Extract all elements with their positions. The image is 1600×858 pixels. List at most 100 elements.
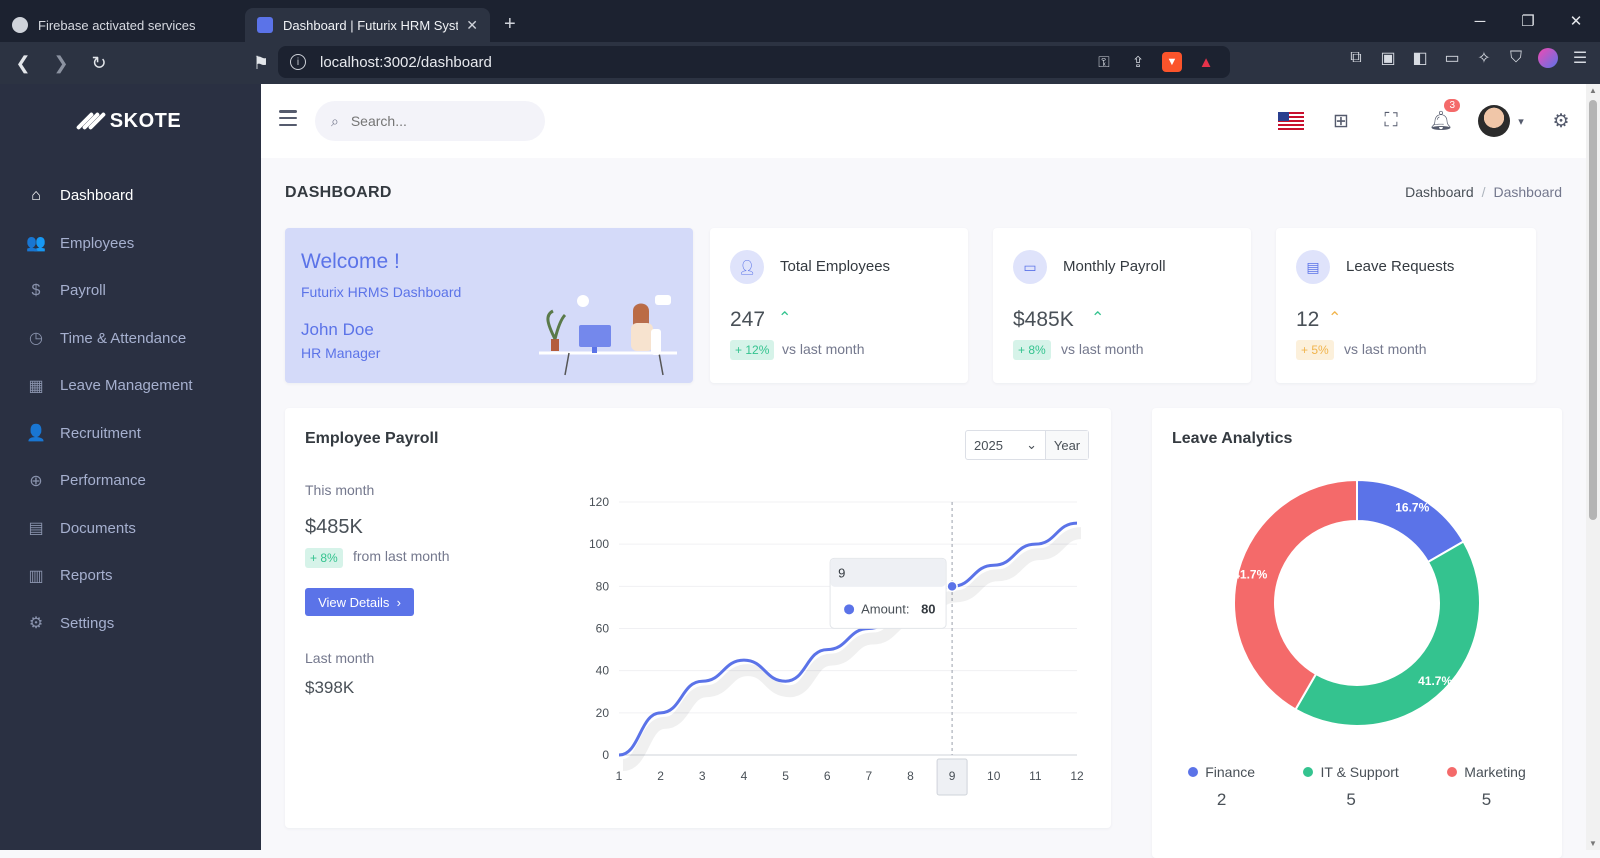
stat-card-payroll: ▭ Monthly Payroll $485K ⌃ + 8% vs last m… [993,228,1251,383]
sidebar-toggle-icon[interactable]: ◧ [1412,50,1428,67]
menu-icon[interactable]: ☰ [1572,50,1588,67]
year-button[interactable]: Year [1046,431,1088,459]
apps-grid-icon[interactable]: ⊞ [1333,110,1349,132]
search-input[interactable] [350,113,521,129]
fullscreen-icon[interactable]: ⛶ [1384,110,1398,131]
leo-icon[interactable] [1538,48,1558,68]
brave-shield-icon[interactable]: ▼ [1162,52,1182,72]
notification-bell-icon[interactable]: 🔔︎ 3 [1416,99,1466,133]
donut-slice[interactable] [1233,478,1358,711]
y-tick-label: 20 [596,706,610,720]
sidebar-item-reports[interactable]: ▥ Reports [0,552,261,600]
welcome-subtitle: Futurix HRMS Dashboard [301,284,462,300]
hamburger-menu-icon[interactable] [279,110,297,126]
avatar [1478,105,1511,137]
share-icon[interactable]: ⇪ [1131,54,1145,71]
document-icon: ▤ [1296,250,1330,284]
reload-icon[interactable]: ↻ [91,52,107,73]
vpn-icon[interactable]: ⛉ [1509,49,1522,66]
sidebar-item-dashboard[interactable]: ⌂ Dashboard [0,172,261,220]
user-icon: 👤︎ [730,250,764,284]
new-tab-icon[interactable]: + [504,12,516,35]
url-text: localhost:3002/dashboard [320,53,492,71]
browser-tab-dashboard[interactable]: Dashboard | Futurix HRM System ✕ [245,8,490,42]
last-month-value: $398K [305,678,355,697]
page-scrollbar[interactable]: ▲ ▼ [1586,84,1600,850]
data-point-highlight [946,580,958,593]
search-box: ⌕ [315,101,545,141]
welcome-heading: Welcome ! [301,250,400,273]
view-details-button[interactable]: View Details › [305,588,414,616]
restore-icon[interactable]: ❐ [1521,13,1535,30]
wallet-icon[interactable]: ▭ [1444,50,1460,67]
scrollbar-thumb[interactable] [1589,100,1597,520]
minimize-icon[interactable]: ─ [1474,12,1486,30]
x-tick-label: 10 [987,769,1001,783]
x-tick-label: 3 [699,769,706,783]
x-tick-label: 1 [616,769,623,783]
y-tick-label: 40 [596,664,610,678]
sidebar-item-leave-management[interactable]: ▦ Leave Management [0,362,261,410]
home-icon: ⌂ [31,186,41,204]
language-flag-icon[interactable] [1266,112,1316,130]
users-icon: 👥 [26,235,46,253]
arrow-up-icon: ⌃ [1091,310,1105,327]
sidebar-menu: ⌂ Dashboard 👥 Employees $ Payroll ◷ Time & Atte… [0,172,261,647]
close-tab-icon[interactable]: ✕ [466,16,478,33]
back-icon[interactable]: ❮ [15,52,31,73]
breadcrumb-item[interactable]: Dashboard [1405,184,1474,200]
user-menu[interactable]: ▾ [1466,105,1536,137]
sidebar-item-employees[interactable]: 👥 Employees [0,220,261,268]
forward-icon[interactable]: ❯ [53,52,69,73]
stat-note: vs last month [1344,341,1427,357]
search-icon: ⌕ [331,112,339,129]
tab-title: Dashboard | Futurix HRM System [283,17,459,33]
browser-tab-firebase[interactable]: Firebase activated services [0,8,245,42]
legend-item[interactable]: Finance 2 [1188,764,1255,810]
sidebar-item-performance[interactable]: ⊕ Performance [0,457,261,505]
sidebar-item-payroll[interactable]: $ Payroll [0,267,261,315]
stat-title: Total Employees [780,258,891,275]
donut-slice[interactable] [1294,540,1481,727]
scroll-down-icon[interactable]: ▼ [1589,839,1597,848]
tooltip-label: Amount: [861,601,909,616]
reader-icon[interactable]: ▣ [1380,50,1396,67]
close-window-icon[interactable]: ✕ [1569,13,1583,30]
card-title: Employee Payroll [305,430,439,447]
notification-badge: 3 [1444,99,1460,112]
scroll-up-icon[interactable]: ▲ [1589,86,1597,95]
tab-title: Firebase activated services [38,17,196,33]
legend-item[interactable]: IT & Support 5 [1303,764,1399,810]
sidebar-item-time-attendance[interactable]: ◷ Time & Attendance [0,315,261,363]
brand-name: SKOTE [109,109,182,132]
year-dropdown[interactable]: 2025 ⌄ [966,431,1046,459]
sidebar-item-label: Leave Management [60,377,193,395]
sidebar-item-label: Documents [60,519,136,537]
bookmark-icon[interactable]: ⚑ [252,52,270,73]
address-bar[interactable]: i localhost:3002/dashboard ⚿ ⇪ ▼ ▲ [278,46,1230,78]
sidebar-item-recruitment[interactable]: 👤 Recruitment [0,410,261,458]
site-info-icon[interactable]: i [290,54,306,70]
card-title: Leave Analytics [1172,430,1293,447]
extensions-icon[interactable]: ⧉ [1350,49,1362,66]
series-line-shadow [621,527,1082,771]
sidebar-item-label: Payroll [60,282,106,300]
rewards-icon[interactable]: ▲ [1198,53,1214,71]
user-role: HR Manager [301,345,381,361]
stat-note: vs last month [782,341,865,357]
file-icon: ▤ [28,520,44,538]
settings-gear-icon[interactable]: ⚙ [1552,110,1570,132]
brand-logo[interactable]: SKOTE [0,84,261,158]
sparkle-icon[interactable]: ✧ [1477,50,1491,67]
bar-chart-icon: ▥ [28,567,44,585]
key-icon[interactable]: ⚿ [1098,53,1110,71]
legend-item[interactable]: Marketing 5 [1447,764,1526,810]
sidebar-item-label: Employees [60,234,135,252]
x-tick-label: 7 [865,769,872,783]
main-content: DASHBOARD Dashboard / Dashboard Welcome ! … [261,158,1586,858]
sidebar-item-settings[interactable]: ⚙ Settings [0,600,261,648]
target-icon: ⊕ [29,472,43,490]
donut-legend: Finance 2 IT & Support 5 Marketing 5 [1152,764,1562,810]
sidebar-item-documents[interactable]: ▤ Documents [0,505,261,553]
